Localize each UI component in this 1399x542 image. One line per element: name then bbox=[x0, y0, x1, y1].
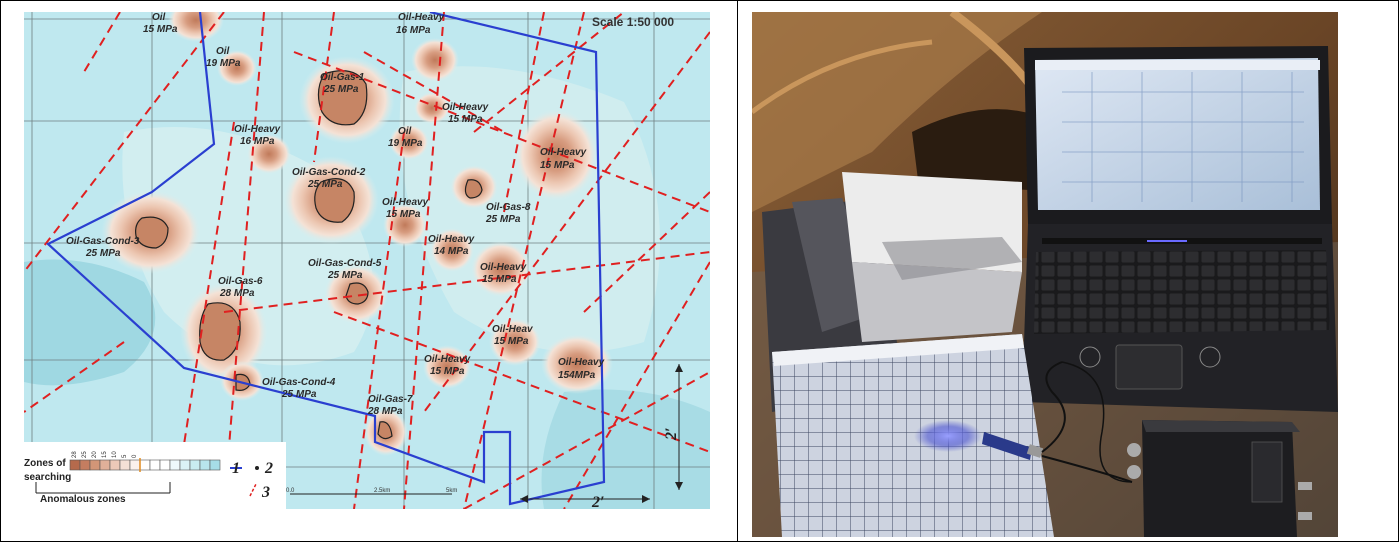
scale-bar-end: 5km bbox=[446, 488, 457, 494]
horizontal-grid-size: 2′ bbox=[591, 494, 605, 509]
panel-divider bbox=[737, 0, 738, 542]
oscilloscope-box-icon bbox=[1127, 420, 1312, 537]
legend-zones-label: Zones of bbox=[24, 458, 66, 469]
legend-marker-3: 3 bbox=[261, 484, 270, 501]
deposit-pressure: 15 MPa bbox=[143, 24, 178, 35]
deposit-pressure: 14 MPa bbox=[434, 246, 469, 257]
deposit-pressure: 25 MPa bbox=[85, 248, 121, 259]
deposit-label: Oil-Heavy bbox=[424, 354, 471, 365]
deposit-label: Oil bbox=[398, 126, 412, 137]
svg-text:25: 25 bbox=[82, 451, 88, 458]
legend-scale-values: 28 25 20 15 10 5 0 bbox=[72, 451, 138, 458]
deposit-label: Oil-Gas-8 bbox=[486, 202, 531, 213]
deposit-label: Oil bbox=[152, 12, 166, 23]
svg-text:15: 15 bbox=[102, 451, 108, 458]
deposit-label: Oil-Heavy bbox=[558, 357, 605, 368]
license-boundary bbox=[46, 12, 606, 506]
deposit-pressure: 16 MPa bbox=[240, 136, 275, 147]
deposit-pressure: 15 MPa bbox=[430, 366, 465, 377]
deposit-pressure: 25 MPa bbox=[323, 84, 359, 95]
deposit-pressure: 15 MPa bbox=[482, 274, 517, 285]
deposit-pressure: 25 MPa bbox=[327, 270, 363, 281]
scale-bar: 0.0 2.5km 5km bbox=[286, 488, 457, 495]
map-scale: Scale 1:50 000 bbox=[592, 15, 674, 29]
fault-lines bbox=[24, 12, 710, 509]
deposit-label: Oil-Heav bbox=[492, 324, 534, 335]
deposit-label: Oil-Heavy bbox=[442, 102, 489, 113]
deposit-pressure: 25 MPa bbox=[485, 214, 521, 225]
deep-zone bbox=[541, 389, 710, 509]
deposit-label: Oil-Gas-Cond-5 bbox=[308, 258, 382, 269]
deposit-label: Oil bbox=[216, 46, 230, 57]
legend-color-swatches bbox=[69, 459, 221, 471]
deposit-pressure: 19 MPa bbox=[206, 58, 241, 69]
deposit-pressure: 25 MPa bbox=[281, 389, 317, 400]
vertical-grid-size: 2′ bbox=[663, 428, 680, 442]
legend-anomalous-label: Anomalous zones bbox=[40, 494, 126, 505]
deposit-label: Oil-Gas-7 bbox=[368, 394, 413, 405]
deposit-label: Oil-Heavy bbox=[382, 197, 429, 208]
experiment-photo bbox=[752, 12, 1338, 537]
map-legend: 28 25 20 15 10 5 0 bbox=[24, 442, 286, 509]
deposit-label: Oil-Heavy bbox=[480, 262, 527, 273]
photo-canvas bbox=[752, 12, 1338, 537]
legend-marker-1: 1 bbox=[232, 460, 240, 477]
deposit-pressure: 15 MPa bbox=[494, 336, 529, 347]
geological-map: Oil 15 MPa Oil-Heavy 16 MPa Oil 19 MPa O… bbox=[24, 12, 710, 509]
scale-bar-mid: 2.5km bbox=[374, 488, 390, 494]
svg-text:20: 20 bbox=[92, 451, 98, 458]
anomalous-cores bbox=[135, 70, 483, 440]
svg-text:0: 0 bbox=[132, 454, 138, 458]
deposit-pressure: 28 MPa bbox=[367, 406, 403, 417]
anomaly-zones bbox=[101, 12, 613, 456]
deposit-pressure: 16 MPa bbox=[396, 25, 431, 36]
legend-marker-2: 2 bbox=[264, 460, 273, 477]
deposit-label: Oil-Gas-Cond-3 bbox=[66, 236, 140, 247]
deposit-label: Oil-Heavy bbox=[234, 124, 281, 135]
laptop-icon bbox=[1022, 46, 1338, 412]
legend-searching-label: searching bbox=[24, 472, 71, 483]
map-canvas: Oil 15 MPa Oil-Heavy 16 MPa Oil 19 MPa O… bbox=[24, 12, 710, 509]
deposit-label: Oil-Heavy bbox=[540, 147, 587, 158]
deposit-label: Oil-Gas-6 bbox=[218, 276, 263, 287]
deposit-label: Oil-Heavy bbox=[428, 234, 475, 245]
deposit-pressure: 25 MPa bbox=[307, 179, 343, 190]
deposit-pressure: 154MPa bbox=[558, 370, 596, 381]
svg-text:10: 10 bbox=[112, 451, 118, 458]
deposit-label: Oil-Gas-Cond-4 bbox=[262, 377, 336, 388]
deposit-pressure: 19 MPa bbox=[388, 138, 423, 149]
deposit-label: Oil-Gas-1 bbox=[320, 72, 365, 83]
scale-bar-start: 0.0 bbox=[286, 488, 295, 494]
deposit-labels: Oil 15 MPa Oil-Heavy 16 MPa Oil 19 MPa O… bbox=[66, 12, 605, 417]
deposit-label: Oil-Gas-Cond-2 bbox=[292, 167, 366, 178]
grid-target-icon bbox=[772, 334, 1054, 537]
grid-dimension-markers: 2′ 2′ bbox=[520, 364, 683, 509]
deposit-pressure: 15 MPa bbox=[540, 160, 575, 171]
deposit-pressure: 28 MPa bbox=[219, 288, 255, 299]
svg-text:5: 5 bbox=[122, 454, 128, 458]
deep-zone bbox=[24, 259, 156, 386]
laser-pointer-icon bbox=[982, 361, 1133, 483]
deposit-label: Oil-Heavy bbox=[398, 12, 445, 23]
deposit-pressure: 15 MPa bbox=[448, 114, 483, 125]
deposit-pressure: 15 MPa bbox=[386, 209, 421, 220]
svg-text:28: 28 bbox=[72, 451, 78, 458]
